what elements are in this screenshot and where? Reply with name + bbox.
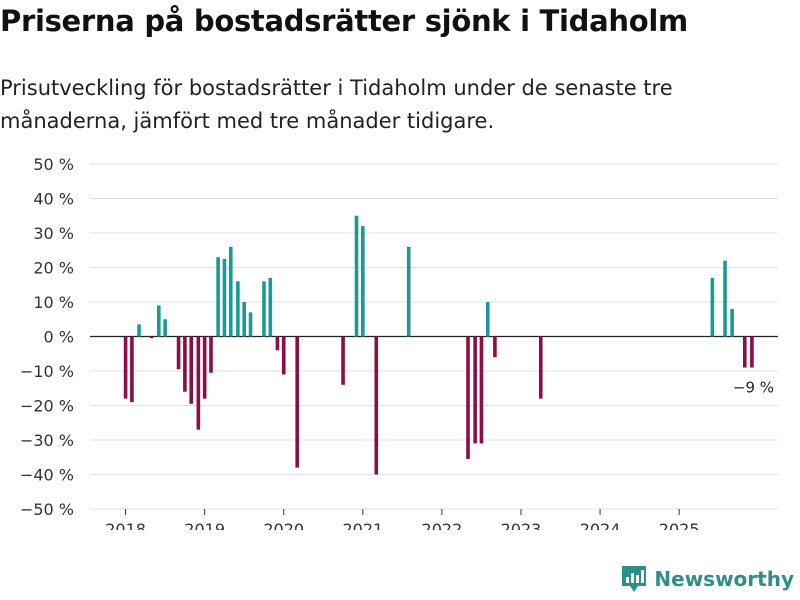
y-tick-label: −30 % <box>20 431 74 450</box>
brand-logo: Newsworthy <box>620 564 794 594</box>
bar <box>341 336 345 385</box>
bar <box>374 336 379 475</box>
bar <box>242 302 247 337</box>
bar <box>473 336 477 444</box>
y-tick-label: −10 % <box>20 362 74 381</box>
bar <box>183 336 187 392</box>
bar <box>262 281 266 337</box>
bar <box>228 246 233 337</box>
x-tick-label: 2021 <box>342 520 383 530</box>
y-tick-label: 0 % <box>44 328 74 347</box>
brand-name: Newsworthy <box>654 567 794 591</box>
y-tick-label: 10 % <box>33 293 74 312</box>
x-tick-label: 2019 <box>184 520 225 530</box>
bar <box>123 336 128 399</box>
bar <box>485 302 490 337</box>
bar <box>209 336 213 373</box>
annotations: −9 % <box>733 379 774 397</box>
bar <box>750 336 754 368</box>
bar <box>222 258 227 337</box>
bar <box>466 336 470 459</box>
bar <box>137 324 141 337</box>
bar <box>216 257 220 337</box>
y-tick-label: 20 % <box>33 259 74 278</box>
bar <box>354 215 359 337</box>
bar-chart-logo-icon <box>622 566 647 592</box>
latest-value-annotation: −9 % <box>733 379 774 397</box>
bar <box>361 226 365 337</box>
bar <box>196 336 201 430</box>
x-tick-label: 2023 <box>501 520 542 530</box>
y-tick-label: 30 % <box>33 224 74 243</box>
x-tick-label: 2024 <box>580 520 621 530</box>
bar <box>248 312 253 337</box>
bar <box>130 336 134 403</box>
x-axis-ticks: 2018 2019 2020 2021 2022 2023 2024 2025 <box>105 509 700 530</box>
bar <box>479 336 484 444</box>
chart-title: Priserna på bostadsrätter sjönk i Tidaho… <box>0 4 688 38</box>
y-tick-label: 50 % <box>33 155 74 174</box>
bar <box>295 336 299 468</box>
bar <box>281 336 286 375</box>
x-tick-label: 2020 <box>263 520 304 530</box>
bar <box>149 336 154 339</box>
gridlines <box>90 163 778 510</box>
bar <box>538 336 543 399</box>
y-tick-label: −40 % <box>20 466 74 485</box>
bar <box>730 308 734 337</box>
bar <box>742 336 747 368</box>
bar <box>710 277 715 337</box>
x-tick-label: 2018 <box>105 520 146 530</box>
x-tick-label: 2022 <box>422 520 463 530</box>
bar <box>163 319 167 337</box>
bars <box>123 215 754 475</box>
bar <box>157 305 161 337</box>
bar <box>723 260 727 337</box>
y-tick-label: −50 % <box>20 500 74 519</box>
bar <box>406 246 411 337</box>
bar-chart: 50 % 40 % 30 % 20 % 10 % 0 % −10 % −20 % −30 % −4… <box>20 155 778 530</box>
bar <box>493 336 497 358</box>
chart-subtitle: Prisutveckling för bostadsrätter i Tidah… <box>0 76 673 133</box>
bar <box>275 336 280 351</box>
y-tick-label: 40 % <box>33 190 74 209</box>
y-tick-label: −20 % <box>20 397 74 416</box>
bar <box>176 336 181 370</box>
y-axis-ticks: 50 % 40 % 30 % 20 % 10 % 0 % −10 % −20 % −30 % −4… <box>20 155 74 519</box>
bar <box>236 281 240 337</box>
bar <box>189 336 194 404</box>
bar <box>268 277 273 337</box>
bar <box>202 336 207 399</box>
x-tick-label: 2025 <box>659 520 700 530</box>
